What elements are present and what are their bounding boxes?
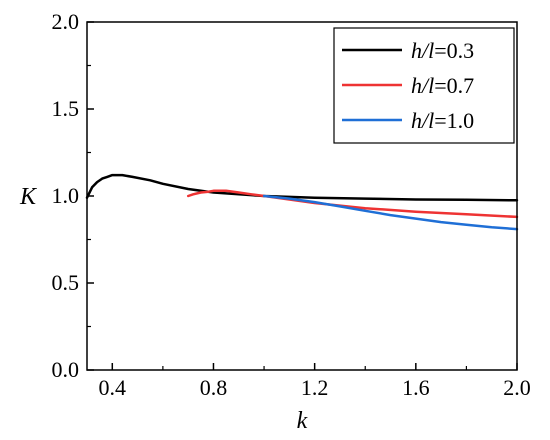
- legend-label-1: h/l=0.3: [411, 38, 474, 63]
- legend-variable: h/l: [411, 38, 434, 63]
- axes-layer: 0.4 0.8 1.2 1.6 2.0 0.0 0.5 1.0 1.5 2.0: [52, 9, 531, 400]
- y-tick-label: 2.0: [52, 9, 80, 34]
- legend: h/l=0.3h/l=0.7h/l=1.0: [333, 27, 515, 144]
- series-line-2: [186, 189, 519, 219]
- y-tick-label: 1.5: [52, 96, 80, 121]
- x-tick-label: 0.8: [200, 375, 228, 400]
- x-tick-label: 2.0: [503, 375, 531, 400]
- series-line-3: [262, 194, 519, 231]
- legend-variable: h/l: [411, 108, 434, 133]
- series-layer: [85, 173, 519, 231]
- legend-value: =0.3: [434, 38, 474, 63]
- y-tick-label: 0.5: [52, 270, 80, 295]
- y-tick-label: 1.0: [52, 183, 80, 208]
- y-axis-title: K: [19, 184, 38, 210]
- x-axis-title: k: [297, 408, 308, 434]
- legend-value: =1.0: [434, 108, 474, 133]
- x-tick-label: 1.6: [402, 375, 430, 400]
- legend-variable: h/l: [411, 73, 434, 98]
- legend-value: =0.7: [434, 73, 474, 98]
- x-tick-label: 1.2: [301, 375, 329, 400]
- legend-label-2: h/l=0.7: [411, 73, 474, 98]
- y-tick-label: 0.0: [52, 357, 80, 382]
- x-tick-label: 0.4: [99, 375, 127, 400]
- series-line-1: [85, 173, 519, 202]
- legend-label-3: h/l=1.0: [411, 108, 474, 133]
